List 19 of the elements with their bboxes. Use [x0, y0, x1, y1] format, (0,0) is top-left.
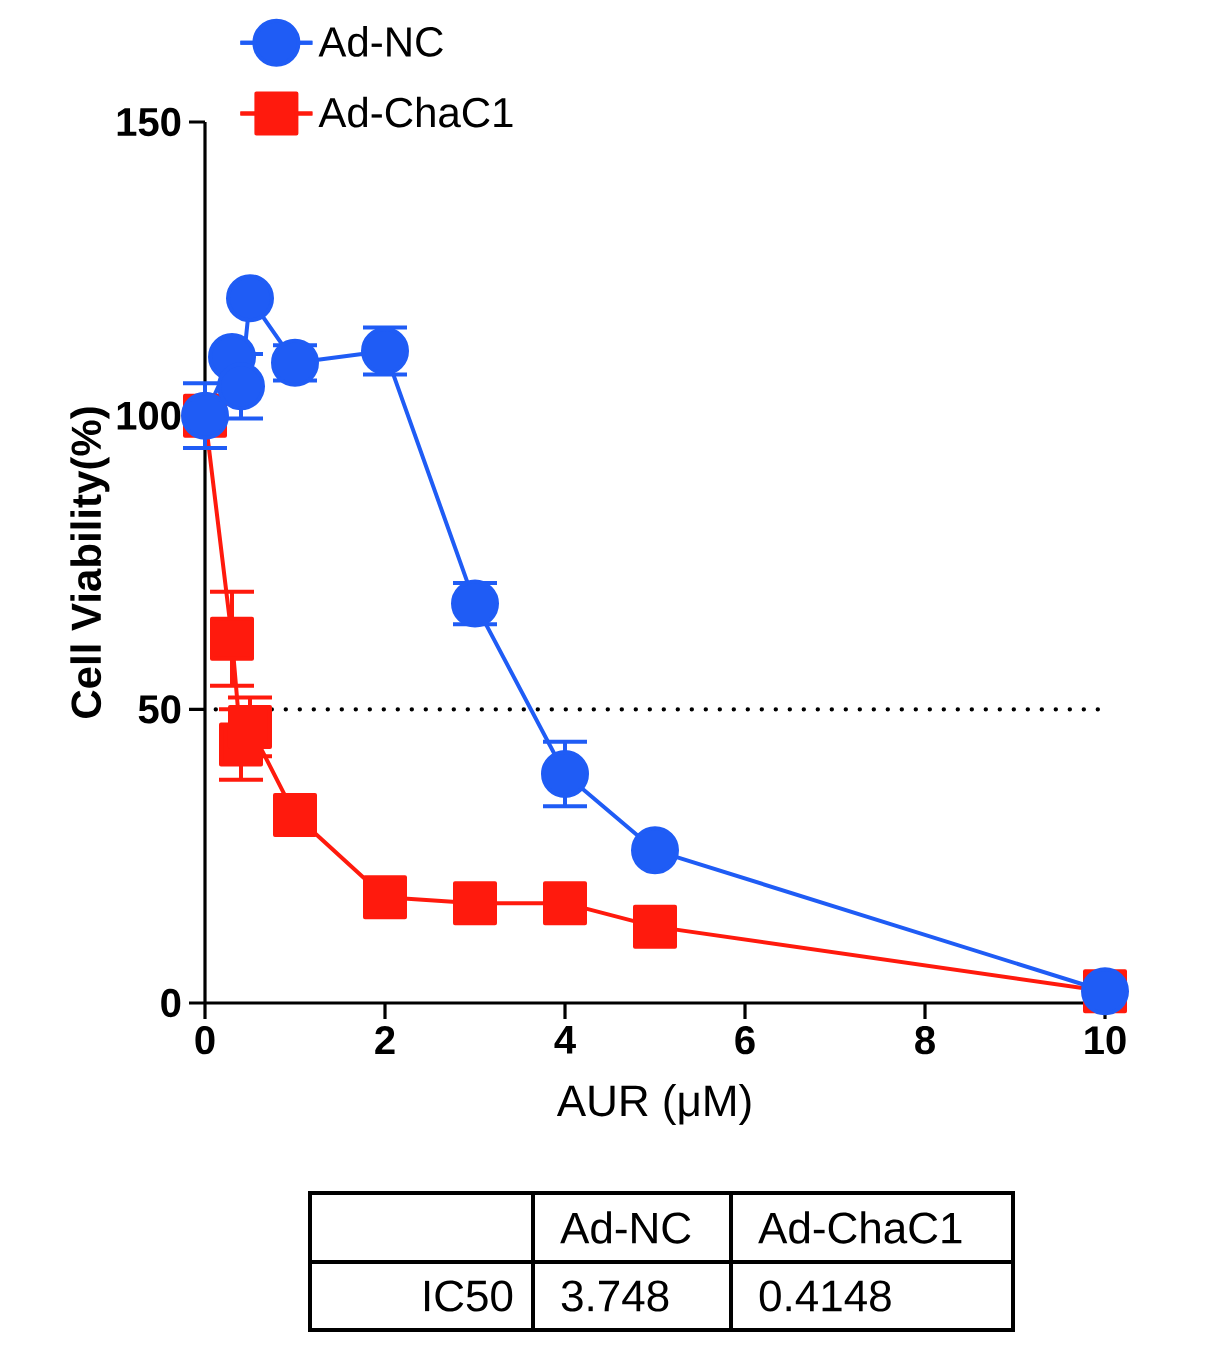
x-tick-label: 10 — [1085, 1026, 1126, 1055]
x-axis-title: AUR (μM) — [556, 1084, 751, 1126]
y-tick-label: 0 — [161, 988, 181, 1018]
legend-label: Ad-NC — [318, 25, 443, 57]
text: Ad-NC — [560, 1211, 691, 1244]
y-tick-label: 50 — [138, 695, 181, 724]
x-tick-label: 6 — [735, 1026, 755, 1055]
y-tick-label: 100 — [117, 401, 181, 430]
text: IC50 — [425, 1280, 513, 1312]
x-tick-label: 0 — [195, 1026, 215, 1055]
text: 0.4148 — [759, 1280, 891, 1312]
text: Ad-ChaC1 — [758, 1211, 962, 1244]
y-axis-title: Cell Viability(%) — [70, 407, 110, 718]
x-tick-label: 4 — [554, 1026, 576, 1054]
legend-label: Ad-ChaC1 — [318, 96, 513, 128]
x-tick-label: 2 — [375, 1026, 395, 1054]
x-tick-label: 8 — [915, 1026, 935, 1055]
y-tick-label: 150 — [117, 107, 181, 137]
text: 3.748 — [561, 1280, 669, 1312]
